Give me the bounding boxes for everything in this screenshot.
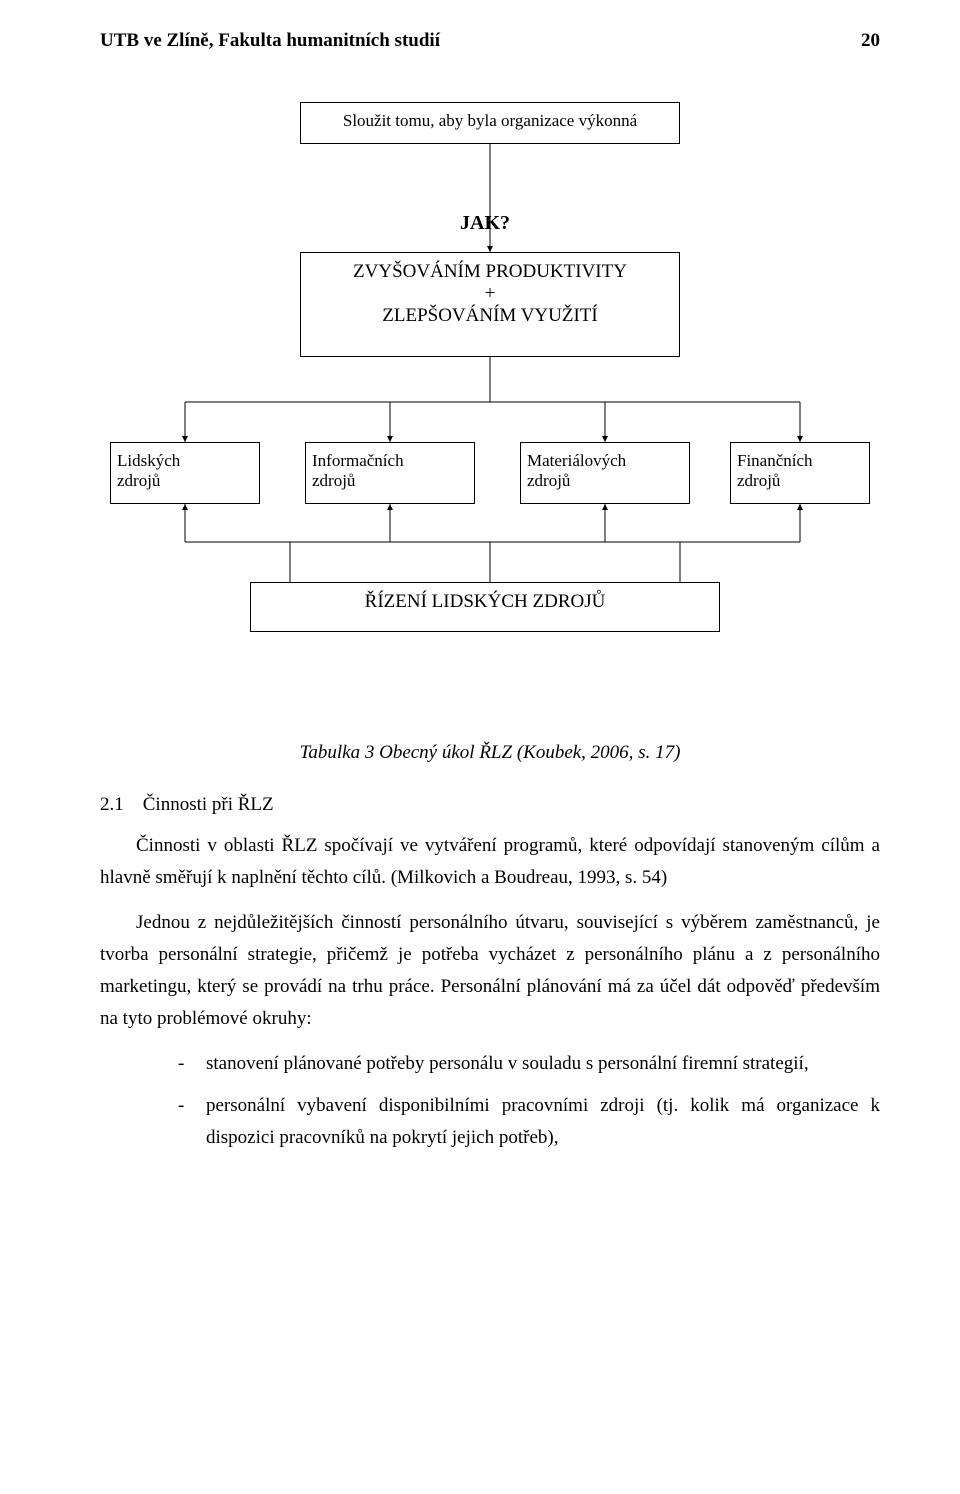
bullet-list: - stanovení plánované potřeby personálu … [100, 1048, 880, 1155]
diagram-label: JAK? [460, 212, 510, 235]
header-page-number: 20 [861, 30, 880, 52]
section-heading: 2.1 Činnosti při ŘLZ [100, 794, 880, 816]
bullet-dash: - [178, 1048, 206, 1080]
diagram-box: ZVYŠOVÁNÍM PRODUKTIVITY+ZLEPŠOVÁNÍM VYUŽ… [300, 252, 680, 357]
section-title: Činnosti při ŘLZ [143, 794, 274, 815]
paragraph: Jednou z nejdůležitějších činností perso… [100, 907, 880, 1036]
diagram-box: Lidskýchzdrojů [110, 442, 260, 504]
hr-diagram: Sloužit tomu, aby byla organizace výkonn… [110, 102, 870, 702]
diagram-box: Informačníchzdrojů [305, 442, 475, 504]
diagram-box: Materiálovýchzdrojů [520, 442, 690, 504]
diagram-box: Finančníchzdrojů [730, 442, 870, 504]
diagram-box: ŘÍZENÍ LIDSKÝCH ZDROJŮ [250, 582, 720, 632]
paragraph: Činnosti v oblasti ŘLZ spočívají ve vytv… [100, 830, 880, 895]
list-item: - stanovení plánované potřeby personálu … [178, 1048, 880, 1080]
list-item: - personální vybavení disponibilními pra… [178, 1090, 880, 1155]
bullet-text: stanovení plánované potřeby personálu v … [206, 1048, 880, 1080]
diagram-box: Sloužit tomu, aby byla organizace výkonn… [300, 102, 680, 144]
figure-caption: Tabulka 3 Obecný úkol ŘLZ (Koubek, 2006,… [100, 742, 880, 764]
bullet-text: personální vybavení disponibilními praco… [206, 1090, 880, 1155]
bullet-dash: - [178, 1090, 206, 1155]
running-header: UTB ve Zlíně, Fakulta humanitních studií… [100, 30, 880, 52]
section-number: 2.1 [100, 794, 124, 815]
header-left: UTB ve Zlíně, Fakulta humanitních studií [100, 30, 440, 52]
